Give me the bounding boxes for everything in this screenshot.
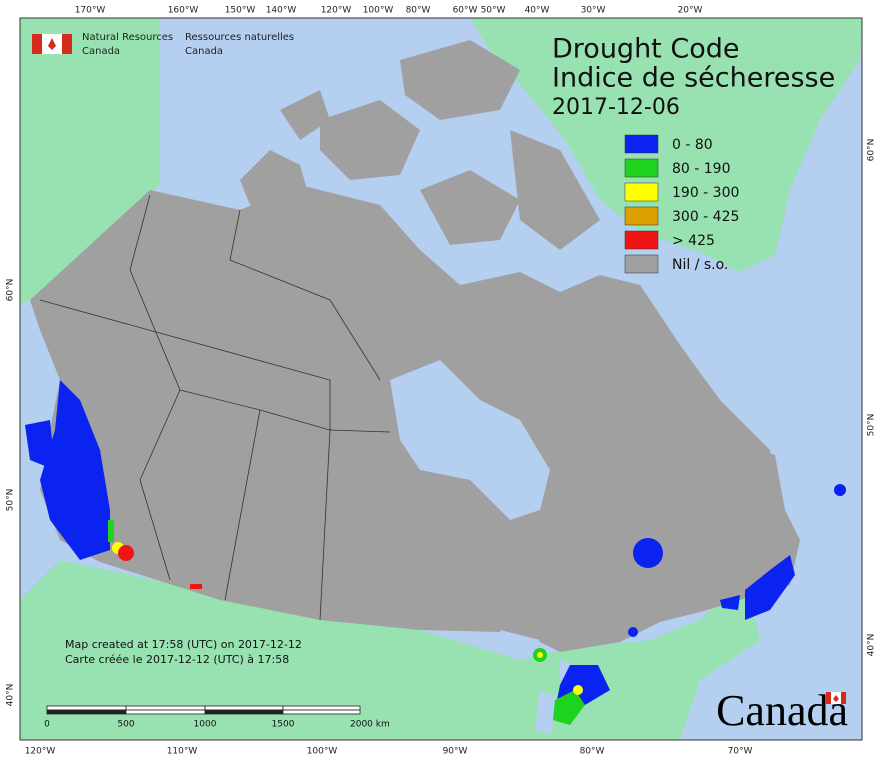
- legend-label: Nil / s.o.: [672, 257, 728, 273]
- graticule-label: 150°W: [225, 6, 256, 16]
- graticule-label: 90°W: [443, 747, 468, 757]
- map-frame: [19, 17, 863, 741]
- map-title: Drought Code: [552, 34, 739, 65]
- graticule-label: 50°N: [6, 489, 16, 512]
- scale-segment: [204, 705, 284, 711]
- agency-en: Natural Resources: [82, 32, 173, 43]
- scale-label: 500: [117, 720, 134, 730]
- scale-label: 0: [44, 720, 50, 730]
- scale-segment: [46, 709, 127, 715]
- legend-label: > 425: [672, 233, 715, 249]
- legend-label: 80 - 190: [672, 161, 731, 177]
- graticule-label: 80°W: [406, 6, 431, 16]
- legend-swatch: [624, 254, 659, 274]
- graticule-label: 170°W: [75, 6, 106, 16]
- map-note: Carte créée le 2017-12-12 (UTC) à 17:58: [65, 653, 289, 666]
- map-title: Indice de sécheresse: [552, 63, 835, 94]
- scale-segment: [204, 709, 284, 715]
- graticule-label: 20°W: [678, 6, 703, 16]
- legend-swatch: [624, 158, 659, 178]
- map-title: 2017-12-06: [552, 95, 680, 120]
- graticule-label: 50°N: [867, 414, 877, 437]
- agency-fr: Ressources naturelles: [185, 32, 294, 43]
- legend-swatch: [624, 206, 659, 226]
- graticule-label: 70°W: [728, 747, 753, 757]
- scale-segment: [282, 705, 361, 711]
- graticule-label: 120°W: [321, 6, 352, 16]
- legend-swatch: [624, 230, 659, 250]
- scale-segment: [46, 705, 127, 711]
- graticule-label: 140°W: [266, 6, 297, 16]
- graticule-label: 40°W: [525, 6, 550, 16]
- labels: Natural Resources Ressources naturelles Ca…: [6, 6, 877, 757]
- legend-swatch: [624, 182, 659, 202]
- graticule-label: 120°W: [25, 747, 56, 757]
- scale-label: 2000 km: [350, 720, 390, 730]
- graticule-label: 100°W: [307, 747, 338, 757]
- graticule-label: 50°W: [481, 6, 506, 16]
- agency-en: Canada: [82, 46, 120, 57]
- graticule-label: 30°W: [581, 6, 606, 16]
- graticule-label: 60°W: [453, 6, 478, 16]
- legend-label: 190 - 300: [672, 185, 739, 201]
- scale-label: 1000: [194, 720, 217, 730]
- scale-label: 1500: [272, 720, 295, 730]
- flag: [32, 34, 72, 54]
- scale-segment: [282, 709, 361, 715]
- graticule-label: 160°W: [168, 6, 199, 16]
- graticule-label: 40°N: [6, 684, 16, 707]
- graticule-label: 100°W: [363, 6, 394, 16]
- map-note: Map created at 17:58 (UTC) on 2017-12-12: [65, 638, 302, 651]
- graticule-label: 60°N: [867, 139, 877, 162]
- graticule-label: 110°W: [167, 747, 198, 757]
- legend-label: 300 - 425: [672, 209, 739, 225]
- scale-segment: [125, 709, 206, 715]
- agency-fr: Canada: [185, 46, 223, 57]
- scale-segment: [125, 705, 206, 711]
- wordmark: Canada: [716, 686, 848, 735]
- graticule-label: 80°W: [580, 747, 605, 757]
- legend-swatch: [624, 134, 659, 154]
- legend-label: 0 - 80: [672, 137, 713, 153]
- graticule-label: 60°N: [6, 279, 16, 302]
- wordmark-flag: [826, 692, 846, 704]
- graticule-label: 40°N: [867, 634, 877, 657]
